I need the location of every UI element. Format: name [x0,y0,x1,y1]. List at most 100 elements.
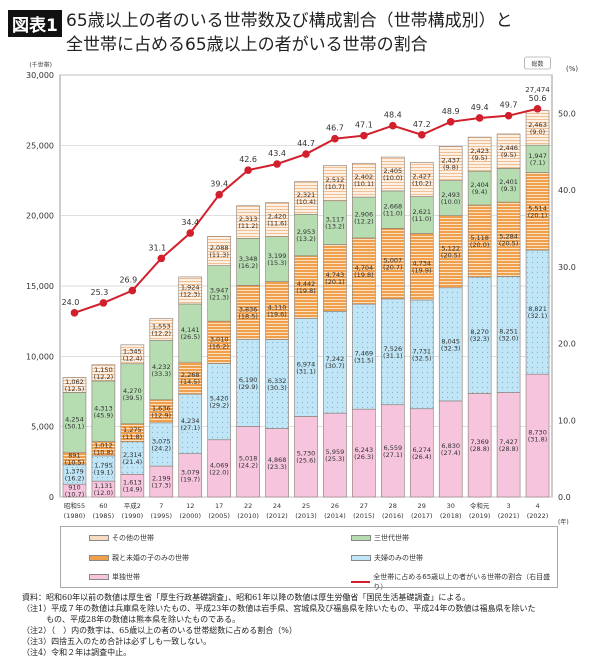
note-source: 資料：昭和60年以前の数値は厚生省「厚生行政基礎調査」、昭和61年以降の数値は厚… [22,593,471,602]
percent-label: (28.8) [499,445,519,453]
data-label: 2,268 [181,371,200,379]
data-label: 8,821 [528,305,547,313]
percent-label: (25.3) [325,455,345,463]
x-tick-label: 28 [389,502,397,510]
y-tick-label: 25,000 [26,141,54,150]
data-label: 4,232 [152,363,171,371]
chart: 910(10.7)1,379(16.2)891(10.5)4,254(50.1)… [26,56,578,525]
data-label: 1,131 [94,482,113,490]
percent-label: (9.0) [530,128,545,136]
x-tick-year: (1980) [64,512,86,520]
data-label: 6,274 [412,446,431,454]
ratio-point [417,131,426,139]
y-tick-label: 30,000 [26,71,54,80]
percent-label: (10.5) [65,459,85,467]
data-label: 5,514 [528,204,547,212]
data-label: 7,427 [499,438,518,446]
data-label: 3,199 [268,252,287,260]
percent-label: (23.3) [267,463,287,471]
data-label: 891 [68,452,80,460]
legend-item-three-gen: 三世代世帯 [351,533,409,543]
percent-label: (9.8) [443,164,458,172]
data-label: 1,613 [123,479,142,487]
percent-label: (20.1) [528,211,548,219]
x-tick-label: 4 [535,502,539,510]
percent-label: (7.1) [530,159,545,167]
percent-label: (31.8) [528,436,548,444]
legend-swatch [89,535,109,541]
percent-label: (31.5) [354,357,374,365]
data-label: 2,906 [355,211,374,219]
percent-label: (10.1) [354,180,374,188]
percent-label: (10.0) [383,174,403,182]
data-label: 2,401 [499,178,518,186]
ratio-point [533,104,542,113]
data-label: 6,190 [239,376,258,384]
percent-label: (11.0) [412,215,432,223]
y2-axis-label: (%) [566,65,578,73]
percent-label: (18.5) [238,312,258,320]
percent-label: (29.2) [209,402,229,410]
ratio-label: 43.4 [268,149,286,158]
data-label: 8,270 [470,328,489,336]
bar-segment [207,235,231,266]
data-label: 5,122 [441,245,460,253]
percent-label: (9.3) [501,185,516,193]
percent-label: (10.8) [94,449,114,457]
bar-segment [438,146,463,181]
percent-label: (12.9) [152,411,172,419]
percent-label: (26.5) [180,333,200,341]
data-label: 1,924 [181,283,200,291]
percent-label: (11.2) [238,222,258,230]
legend-swatch [89,574,109,580]
x-tick-year: (2018) [440,512,462,520]
x-tick-label: 26 [331,502,339,510]
bar-segment [323,165,347,202]
data-label: 1,012 [94,442,113,450]
ratio-point [157,254,166,263]
ratio-point [331,134,339,143]
x-tick-year: (2021) [498,512,520,520]
data-label: 3,836 [239,305,258,313]
percent-label: (12.2) [152,329,172,337]
x-tick-year: (2016) [382,512,404,520]
data-label: 5,959 [326,448,345,456]
legend-swatch [351,555,371,561]
ratio-point [128,286,137,295]
percent-label: (16.2) [65,475,85,483]
data-label: 8,045 [441,337,460,345]
data-label: 3,947 [210,286,229,294]
legend-swatch [351,535,371,541]
percent-label: (26.4) [412,453,432,461]
bar-segment [62,377,87,393]
percent-label: (25.6) [296,457,316,465]
bar-segment [409,162,434,197]
data-label: 1,275 [123,426,142,434]
percent-label: (31.1) [296,367,316,375]
percent-label: (30.7) [325,362,345,370]
ratio-point [244,166,252,174]
percent-label: (12.2) [94,373,114,381]
ratio-label: 44.7 [297,139,315,148]
x-tick-year: (2017) [411,512,433,520]
ratio-label: 50.6 [529,94,547,103]
data-label: 6,332 [268,377,287,385]
percent-label: (11.6) [267,220,287,228]
x-tick-label: 60 [99,502,107,510]
x-tick-label: 昭和55 [64,501,85,510]
data-label: 4,069 [210,461,229,469]
ratio-label: 25.3 [91,288,109,297]
data-label: 2,199 [152,475,171,483]
ratio-label: 24.0 [62,298,80,307]
x-tick-year: (1990) [122,512,144,520]
percent-label: (15.3) [267,259,287,267]
percent-label: (9.5) [501,151,516,159]
data-label: 2,405 [384,167,403,175]
percent-label: (32.5) [412,354,432,362]
percent-label: (16.2) [209,342,229,350]
bar-segment [496,133,521,169]
legend-label: その他の世帯 [112,534,154,542]
legend: その他の世帯 三世代世帯 親と未婚の子のみの世帯 夫婦のみの世帯 単独世帯 全世… [60,526,558,591]
percent-label: (19.6) [267,311,287,319]
